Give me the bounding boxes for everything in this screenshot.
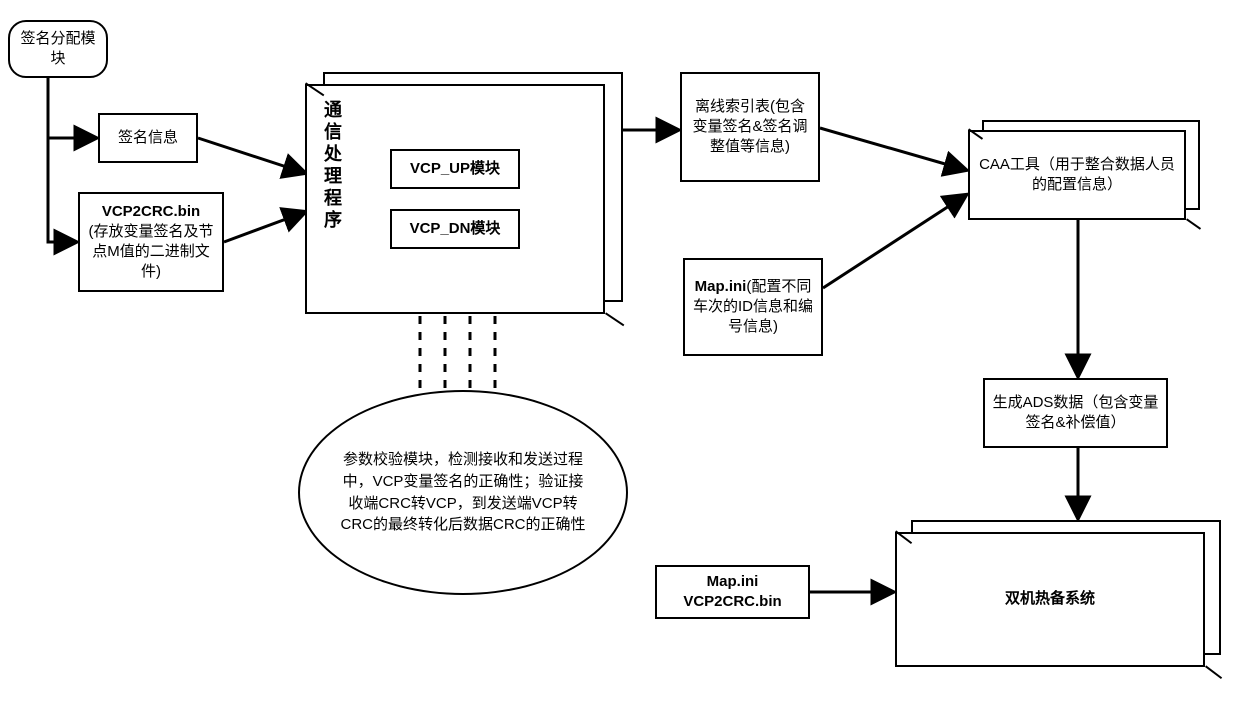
node-map-ini: Map.ini(配置不同车次的ID信息和编号信息) (683, 258, 823, 356)
node-sig-info: 签名信息 (98, 113, 198, 163)
inner-vcp-up: VCP_UP模块 (390, 149, 520, 189)
node-label: 离线索引表(包含变量签名&签名调整值等信息) (688, 97, 812, 158)
node-label-rest: (存放变量签名及节点M值的二进制文件) (86, 222, 216, 283)
node-label: 签名信息 (118, 128, 178, 148)
node-label: 签名分配模块 (16, 29, 100, 70)
node-label: CAA工具（用于整合数据人员的配置信息） (978, 155, 1176, 196)
node-param-check: 参数校验模块，检测接收和发送过程中，VCP变量签名的正确性；验证接收端CRC转V… (298, 390, 628, 595)
node-hot-standby: 双机热备系统 (895, 520, 1221, 667)
inner-label: VCP_DN模块 (410, 220, 501, 237)
node-map-bin: Map.ini VCP2CRC.bin (655, 565, 810, 619)
node-label: 双机热备系统 (1005, 589, 1095, 609)
inner-vcp-dn: VCP_DN模块 (390, 209, 521, 249)
node-comm-proc: VCP_UP模块 VCP_DN模块 通信处理程序 (305, 72, 623, 314)
node-label: Map.ini(配置不同车次的ID信息和编号信息) (691, 277, 815, 338)
comm-proc-title: 通信处理程序 (319, 100, 345, 232)
node-ads-data: 生成ADS数据（包含变量签名&补偿值） (983, 378, 1168, 448)
node-sig-alloc: 签名分配模块 (8, 20, 108, 78)
node-label: 生成ADS数据（包含变量签名&补偿值） (991, 393, 1160, 434)
inner-label: VCP_UP模块 (410, 160, 500, 177)
node-label: 参数校验模块，检测接收和发送过程中，VCP变量签名的正确性；验证接收端CRC转V… (340, 449, 586, 536)
node-offline-index: 离线索引表(包含变量签名&签名调整值等信息) (680, 72, 820, 182)
node-caa-tool: CAA工具（用于整合数据人员的配置信息） (968, 120, 1200, 220)
node-label-l1: Map.ini (707, 572, 759, 592)
node-vcp2crc-bin: VCP2CRC.bin (存放变量签名及节点M值的二进制文件) (78, 192, 224, 292)
node-label-bold: VCP2CRC.bin (102, 202, 200, 222)
node-label-l2: VCP2CRC.bin (683, 592, 781, 612)
